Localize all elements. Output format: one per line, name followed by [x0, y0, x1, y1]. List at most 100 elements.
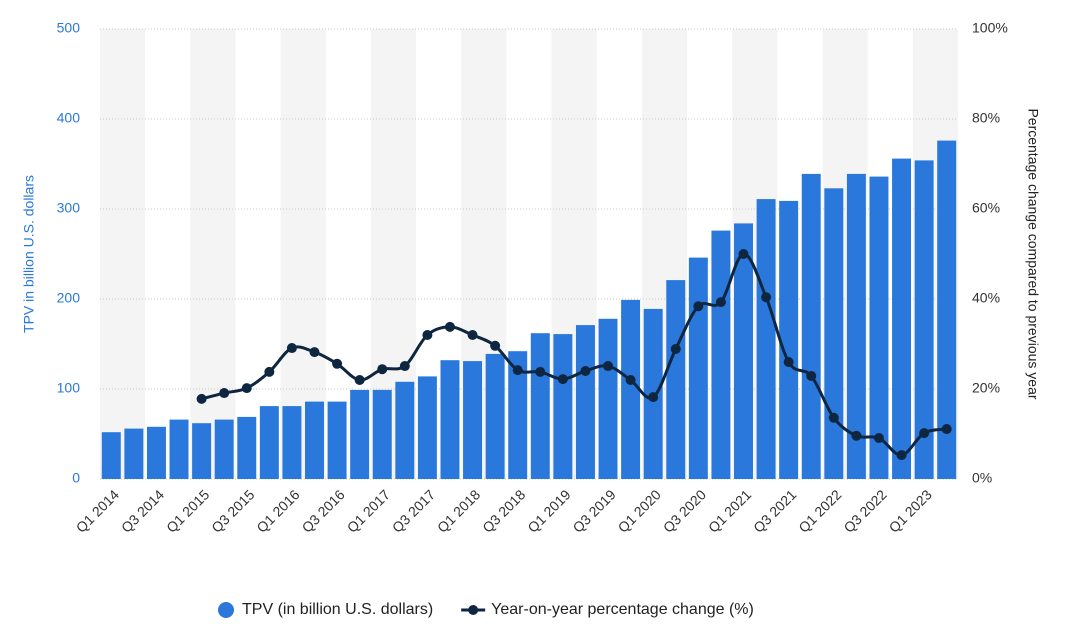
bar [846, 173, 866, 479]
x-tick-label: Q1 2017 [344, 486, 393, 535]
bar [914, 160, 934, 479]
line-marker [625, 375, 636, 385]
bar [237, 416, 257, 479]
background-stripe [190, 29, 236, 479]
bar [688, 257, 708, 479]
bar [892, 158, 912, 479]
bar [305, 401, 324, 479]
x-tick-label: Q3 2019 [569, 486, 618, 535]
line-marker [557, 374, 568, 385]
x-tick-label: Q3 2020 [660, 486, 709, 535]
y2-tick-label: 40% [972, 290, 1000, 306]
line-marker [309, 347, 320, 358]
line-marker [896, 450, 907, 461]
bar [756, 199, 776, 479]
bar [508, 351, 528, 479]
x-tick-label: Q1 2015 [163, 486, 212, 535]
bar [598, 318, 618, 479]
x-tick-label: Q3 2015 [208, 486, 257, 535]
legend-label: TPV (in billion U.S. dollars) [242, 601, 433, 618]
y2-tick-label: 20% [972, 380, 1000, 396]
bar [282, 406, 302, 479]
x-tick-label: Q1 2023 [886, 486, 935, 535]
bar [711, 230, 731, 479]
line-marker [422, 330, 433, 340]
line-marker [241, 383, 252, 394]
x-tick-label: Q1 2016 [253, 486, 302, 535]
bar [417, 376, 437, 479]
y-tick-label: 100 [57, 380, 81, 396]
x-tick-label: Q1 2020 [615, 486, 664, 535]
bar [801, 173, 821, 479]
x-tick-label: Q3 2016 [299, 486, 348, 535]
bar [485, 353, 505, 479]
bar [169, 419, 189, 479]
y-tick-label: 200 [57, 290, 81, 306]
x-tick-label: Q1 2014 [73, 486, 122, 535]
line-marker [354, 375, 365, 385]
line-marker [670, 343, 681, 354]
y-tick-label: 500 [57, 20, 81, 36]
line-marker [919, 428, 930, 439]
line-marker [580, 366, 591, 376]
bar [440, 360, 460, 479]
line [201, 252, 947, 457]
bar [734, 223, 753, 479]
line-marker [941, 424, 952, 435]
bar [327, 401, 347, 479]
y-tick-label: 0 [72, 470, 80, 486]
line-marker [264, 366, 275, 377]
line-marker [783, 357, 794, 367]
line-marker [738, 249, 749, 259]
bar [937, 140, 957, 479]
y2-axis-title: Percentage change compared to previous y… [1025, 108, 1041, 399]
y-tick-label: 300 [57, 200, 81, 216]
y2-tick-label: 80% [972, 110, 1000, 126]
bar [463, 361, 483, 479]
y2-tick-label: 60% [972, 200, 1000, 216]
line-marker [828, 412, 839, 423]
bar [779, 200, 799, 479]
y2-tick-label: 0% [972, 470, 992, 486]
line-marker [512, 365, 523, 376]
line-marker [648, 392, 659, 403]
legend-label: Year-on-year percentage change (%) [491, 601, 754, 618]
line-marker [399, 361, 410, 372]
line-marker [467, 330, 478, 340]
bar [575, 325, 595, 479]
line-marker [535, 366, 546, 377]
bar [124, 428, 144, 479]
background-stripe [100, 29, 146, 479]
line-marker [873, 433, 884, 444]
y-tick-label: 400 [57, 110, 81, 126]
bar [553, 334, 573, 479]
bar [372, 389, 392, 479]
line-marker [490, 340, 501, 351]
x-tick-label: Q3 2014 [118, 486, 167, 535]
legend-swatch [468, 605, 479, 615]
x-tick-label: Q3 2017 [389, 486, 438, 535]
x-tick-label: Q3 2022 [840, 486, 889, 535]
x-tick-label: Q1 2018 [434, 486, 483, 535]
bar [395, 381, 415, 479]
line-marker [332, 358, 343, 369]
line-marker [196, 393, 207, 404]
bar [259, 406, 279, 479]
bar [621, 299, 641, 479]
x-tick-label: Q1 2022 [795, 486, 844, 535]
line-marker [851, 430, 862, 441]
bar [214, 419, 234, 479]
legend-swatch [218, 602, 234, 618]
line-marker [219, 388, 230, 399]
line-marker [693, 301, 704, 312]
line-marker [444, 321, 455, 332]
bar [824, 188, 844, 480]
x-tick-label: Q1 2019 [524, 486, 573, 535]
bar [101, 432, 121, 479]
line-marker [377, 364, 388, 375]
bar [350, 389, 370, 479]
y2-tick-label: 100% [972, 20, 1008, 36]
line-marker [715, 297, 726, 308]
y-axis-title: TPV in billion U.S. dollars [21, 175, 37, 333]
